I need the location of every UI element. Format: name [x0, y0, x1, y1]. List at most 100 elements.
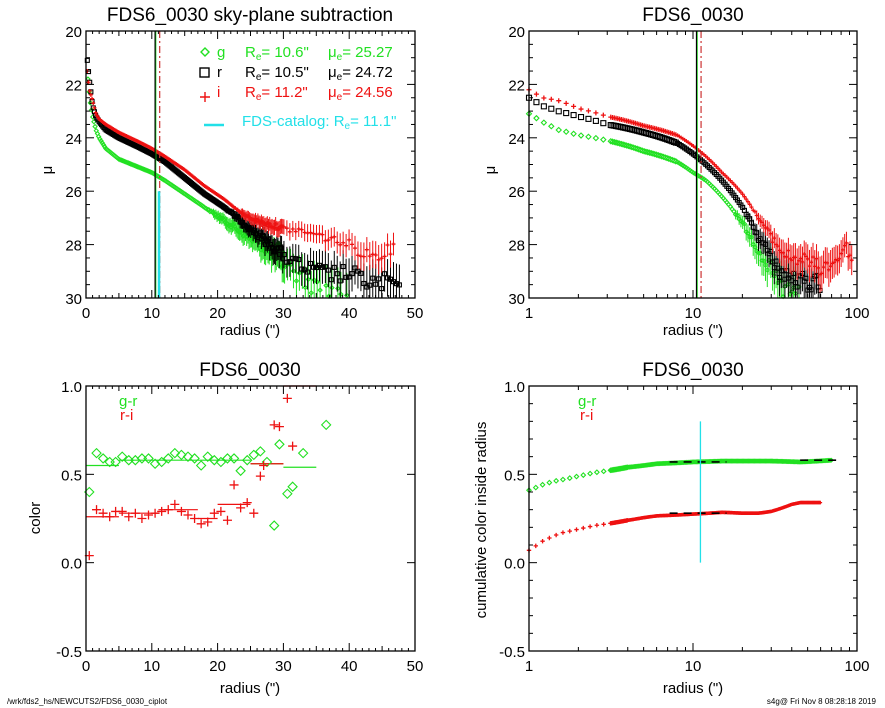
- data-point: [337, 278, 343, 284]
- data-point: [601, 522, 606, 527]
- data-point: [293, 256, 299, 262]
- data-point: [580, 472, 587, 479]
- x-tick-label: 30: [275, 658, 292, 675]
- y-tick-label: 22: [508, 77, 525, 94]
- data-point: [255, 446, 266, 457]
- data-point: [346, 274, 352, 280]
- data-point: [567, 528, 572, 534]
- series-i: [526, 87, 854, 293]
- data-point: [611, 138, 618, 146]
- data-point: [97, 453, 109, 464]
- data-point: [87, 100, 94, 106]
- data-point: [314, 279, 320, 285]
- data-point: [332, 234, 337, 239]
- data-point: [370, 275, 376, 281]
- data-point: [196, 519, 206, 529]
- data-point: [385, 243, 390, 248]
- data-point: [288, 441, 298, 451]
- data-point: [287, 229, 292, 234]
- data-point: [539, 481, 546, 488]
- legend-r-i: r-i: [120, 407, 133, 424]
- x-tick-label: 10: [685, 658, 702, 675]
- chart-title: FDS6_0030: [642, 5, 743, 26]
- data-point: [242, 498, 252, 508]
- data-point: [600, 136, 607, 143]
- data-point: [206, 206, 212, 213]
- data-point: [654, 151, 662, 159]
- data-point: [105, 512, 115, 522]
- data-point: [593, 110, 599, 116]
- data-point: [555, 126, 563, 134]
- data-point: [593, 469, 600, 476]
- y-tick-label: 26: [65, 184, 82, 201]
- data-point: [323, 282, 329, 289]
- data-point: [393, 281, 399, 287]
- series-r: [525, 94, 823, 298]
- data-point: [222, 515, 232, 525]
- data-point: [170, 499, 180, 509]
- data-point: [540, 103, 547, 110]
- legend: g Re= 10.6" μe= 25.27 r Re= 10.5" μe= 24…: [199, 44, 396, 132]
- data-point: [642, 148, 650, 156]
- data-point: [352, 246, 357, 251]
- data-point: [84, 57, 90, 63]
- data-point: [662, 154, 669, 161]
- data-point: [612, 139, 620, 146]
- data-point: [669, 138, 676, 145]
- plot-frame: [85, 385, 416, 652]
- y-tick-label: 0.0: [61, 556, 82, 573]
- data-point: [352, 265, 358, 271]
- data-point: [297, 447, 309, 459]
- data-point: [293, 278, 300, 284]
- data-point: [578, 106, 584, 112]
- data-point: [600, 468, 607, 475]
- data-point: [533, 91, 539, 97]
- data-point: [241, 454, 253, 466]
- x-tick-label: 10: [143, 305, 160, 322]
- y-tick-label: -0.5: [499, 644, 525, 661]
- data-point: [656, 152, 664, 160]
- data-point: [585, 108, 591, 114]
- data-point: [555, 108, 562, 115]
- y-tick-label: 0.5: [504, 467, 525, 484]
- data-point: [331, 264, 337, 270]
- plot-area: [84, 31, 402, 299]
- footer-file-path: /wrk/fds2_hs/NEWCUTS2/FDS6_0030_ciplot: [7, 697, 168, 706]
- x-tick-label: 40: [341, 658, 358, 675]
- data-point: [228, 453, 240, 464]
- data-point: [215, 456, 227, 468]
- data-point: [540, 539, 545, 544]
- data-point: [566, 475, 573, 482]
- x-tick-label: 0: [82, 305, 90, 322]
- data-point: [347, 237, 352, 242]
- data-point: [299, 227, 304, 232]
- y-axis-label: μ: [39, 166, 56, 175]
- data-point: [618, 140, 625, 148]
- chart-title: FDS6_0030 sky-plane subtraction: [107, 5, 393, 26]
- data-point: [633, 145, 641, 153]
- x-tick-label: 100: [844, 658, 869, 675]
- data-point: [290, 226, 295, 231]
- data-point: [632, 144, 639, 152]
- data-point: [209, 508, 219, 518]
- data-point: [667, 156, 674, 163]
- plot-frame: [528, 385, 858, 652]
- y-axis-label: color: [27, 502, 44, 535]
- data-point: [585, 133, 592, 141]
- y-axis-label: μ: [482, 166, 499, 175]
- data-point: [581, 525, 586, 531]
- data-point: [592, 117, 599, 124]
- data-point: [616, 140, 623, 147]
- data-point: [281, 264, 288, 270]
- data-point: [92, 505, 102, 515]
- data-point: [287, 259, 293, 265]
- data-point: [600, 120, 607, 127]
- y-tick-label: 30: [508, 291, 525, 308]
- data-point: [614, 139, 622, 147]
- data-point: [305, 269, 311, 275]
- data-point: [358, 270, 364, 276]
- data-point: [326, 238, 331, 243]
- data-point: [150, 508, 160, 518]
- data-point: [338, 242, 343, 247]
